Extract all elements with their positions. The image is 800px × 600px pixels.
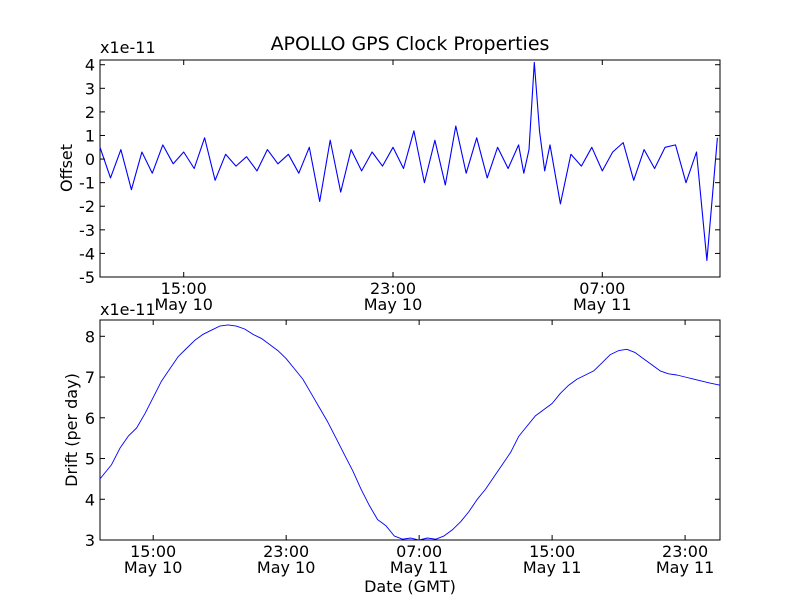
offset-x-tick-time: 15:00 [161,279,207,298]
offset-x-tick-date: May 11 [573,295,632,314]
offset-series [99,61,718,262]
offset-y-ticks: -5 -4 -3 -2 -1 0 1 2 3 4 [79,56,720,287]
drift-x-tick-date: May 11 [390,558,449,577]
drift-x-tick-time: 23:00 [263,542,309,561]
drift-y-tick-label: 3 [85,531,95,550]
offset-y-tick-label: 1 [85,126,95,145]
offset-y-tick-label: -1 [79,174,95,193]
offset-y-tick-label: 3 [85,79,95,98]
offset-y-tick-label: -4 [79,244,95,263]
drift-y-tick-label: 7 [85,368,95,387]
drift-x-tick-time: 07:00 [396,542,442,561]
drift-series [99,324,721,541]
offset-x-tick-time: 23:00 [370,279,416,298]
drift-y-axis-label: Drift (per day) [62,373,81,487]
drift-x-tick-date: May 11 [656,558,715,577]
offset-line [99,61,718,262]
offset-y-axis-label: Offset [57,144,76,192]
drift-y-ticks: 3 4 5 6 7 8 [85,327,720,550]
offset-y-multiplier: x1e-11 [100,38,156,57]
offset-plot-area [99,59,721,278]
offset-x-tick-date: May 10 [364,295,423,314]
drift-x-tick-date: May 11 [523,558,582,577]
offset-y-tick-label: -2 [79,197,95,216]
chart-title: APOLLO GPS Clock Properties [271,33,550,55]
drift-x-tick-time: 15:00 [529,542,575,561]
drift-x-tick-time: 23:00 [662,542,708,561]
drift-line [99,324,721,541]
offset-y-tick-label: -3 [79,221,95,240]
drift-x-axis-label: Date (GMT) [364,577,456,596]
drift-x-tick-date: May 10 [257,558,316,577]
offset-y-tick-label: 4 [85,56,95,75]
drift-y-tick-label: 8 [85,327,95,346]
offset-x-tick-date: May 10 [154,295,213,314]
drift-x-tick-date: May 10 [124,558,183,577]
offset-y-tick-label: -5 [79,268,95,287]
drift-plot-area [99,319,721,541]
drift-y-tick-label: 4 [85,490,95,509]
drift-y-tick-label: 6 [85,409,95,428]
drift-y-multiplier: x1e-11 [100,300,156,319]
drift-x-tick-time: 15:00 [130,542,176,561]
drift-y-tick-label: 5 [85,450,95,469]
offset-x-tick-time: 07:00 [579,279,625,298]
offset-y-tick-label: 0 [85,150,95,169]
offset-y-tick-label: 2 [85,103,95,122]
